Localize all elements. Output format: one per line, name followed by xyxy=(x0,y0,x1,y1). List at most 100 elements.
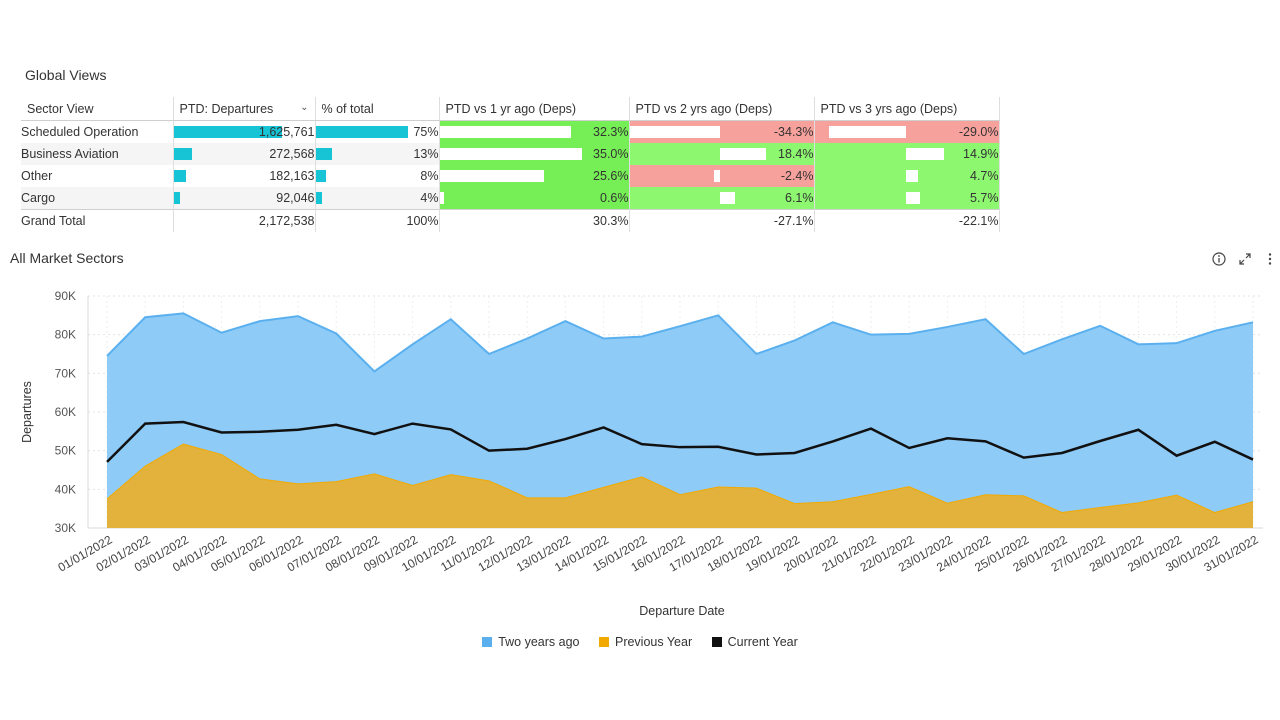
comparison-cell-vs2: 6.1% xyxy=(629,187,815,210)
comparison-value: 25.6% xyxy=(593,169,629,183)
pct-value: 75% xyxy=(413,125,439,139)
legend-item-two-years[interactable]: Two years ago xyxy=(482,635,580,649)
departures-value: 272,568 xyxy=(269,147,315,161)
y-tick-label: 70K xyxy=(55,366,76,380)
comparison-value: 5.7% xyxy=(970,191,999,205)
series-edge-two-years xyxy=(106,312,1254,373)
table-row[interactable]: Cargo 92,046 4% 0.6% 6.1% 5.7% xyxy=(21,187,1000,210)
total-departures: 2,172,538 xyxy=(173,209,316,232)
column-header-pct[interactable]: % of total xyxy=(315,97,440,121)
legend-item-current-year[interactable]: Current Year xyxy=(711,635,798,649)
comparison-bar xyxy=(713,170,720,182)
y-tick-label: 90K xyxy=(55,289,76,303)
pct-bar xyxy=(315,126,408,138)
comparison-cell-vs2: -34.3% xyxy=(629,120,815,143)
series-line-current-year xyxy=(106,420,1254,463)
global-views-table: Sector View PTD: Departures ⌄ % of total … xyxy=(21,97,1000,232)
area-chart: 30K40K50K60K70K80K90K01/01/202202/01/202… xyxy=(20,289,1263,618)
y-axis-label: Departures xyxy=(20,381,34,443)
departures-bar xyxy=(173,148,192,160)
x-axis-label: Departure Date xyxy=(639,604,725,618)
pct-bar xyxy=(315,170,326,182)
comparison-bar xyxy=(905,192,920,204)
series-area-two-years xyxy=(107,313,1253,528)
comparison-bar xyxy=(719,148,766,160)
legend-label: Two years ago xyxy=(498,635,580,649)
pct-cell: 13% xyxy=(315,143,440,165)
comparison-bar xyxy=(439,148,582,160)
total-sector: Grand Total xyxy=(21,209,174,232)
info-icon[interactable] xyxy=(1211,252,1227,268)
pct-bar xyxy=(315,148,332,160)
comparison-cell-vs1: 32.3% xyxy=(439,120,630,143)
table-row[interactable]: Business Aviation 272,568 13% 35.0% 18.4% 14.… xyxy=(21,143,1000,165)
comparison-bar xyxy=(905,170,918,182)
chevron-down-icon[interactable]: ⌄ xyxy=(300,101,309,113)
departures-bar xyxy=(173,126,282,138)
sector-name: Other xyxy=(21,165,174,187)
comparison-value: 32.3% xyxy=(593,125,629,139)
comparison-cell-vs1: 25.6% xyxy=(439,165,630,187)
departures-cell: 1,625,761 xyxy=(173,120,316,143)
chart-title: All Market Sectors xyxy=(10,250,124,266)
pct-bar xyxy=(315,192,322,204)
column-header-departures-label: PTD: Departures xyxy=(179,101,274,116)
departures-bar xyxy=(173,170,186,182)
comparison-bar xyxy=(828,126,906,138)
column-header-vs3[interactable]: PTD vs 3 yrs ago (Deps) xyxy=(814,97,1000,121)
departures-cell: 92,046 xyxy=(173,187,316,210)
comparison-value: 18.4% xyxy=(778,147,814,161)
sector-name: Scheduled Operation xyxy=(21,120,174,143)
pct-value: 4% xyxy=(420,191,439,205)
legend-label: Current Year xyxy=(727,635,798,649)
y-tick-label: 50K xyxy=(55,444,76,458)
comparison-cell-vs3: 4.7% xyxy=(814,165,1000,187)
pct-value: 8% xyxy=(420,169,439,183)
comparison-bar xyxy=(905,148,944,160)
table-row[interactable]: Scheduled Operation 1,625,761 75% 32.3% -34.… xyxy=(21,120,1000,143)
comparison-value: 35.0% xyxy=(593,147,629,161)
sector-name: Cargo xyxy=(21,187,174,210)
pct-value: 13% xyxy=(413,147,439,161)
comparison-bar xyxy=(629,126,720,138)
table-row[interactable]: Other 182,163 8% 25.6% -2.4% 4.7% xyxy=(21,165,1000,187)
comparison-bar xyxy=(439,170,544,182)
comparison-cell-vs3: 14.9% xyxy=(814,143,1000,165)
column-header-vs1[interactable]: PTD vs 1 yr ago (Deps) xyxy=(439,97,630,121)
series-area-previous-year xyxy=(107,444,1253,528)
departures-value: 182,163 xyxy=(269,169,315,183)
comparison-value: 0.6% xyxy=(600,191,629,205)
y-tick-label: 60K xyxy=(55,405,76,419)
column-header-departures[interactable]: PTD: Departures ⌄ xyxy=(173,97,316,121)
table-header-row: Sector View PTD: Departures ⌄ % of total … xyxy=(21,97,1000,121)
legend-item-previous-year[interactable]: Previous Year xyxy=(598,635,693,649)
series-edge-previous-year xyxy=(106,443,1254,514)
comparison-cell-vs2: 18.4% xyxy=(629,143,815,165)
comparison-cell-vs3: -29.0% xyxy=(814,120,1000,143)
grand-total-row: Grand Total 2,172,538 100% 30.3% -27.1% -22.1… xyxy=(21,209,1000,232)
total-vs1: 30.3% xyxy=(439,209,630,232)
comparison-cell-vs2: -2.4% xyxy=(629,165,815,187)
departures-value: 1,625,761 xyxy=(258,125,315,139)
more-vertical-icon[interactable] xyxy=(1262,252,1278,268)
column-header-sector[interactable]: Sector View xyxy=(21,97,174,121)
comparison-value: -29.0% xyxy=(958,125,999,139)
sector-name: Business Aviation xyxy=(21,143,174,165)
total-vs2: -27.1% xyxy=(629,209,815,232)
comparison-cell-vs1: 35.0% xyxy=(439,143,630,165)
global-views-title: Global Views xyxy=(25,67,107,83)
comparison-value: -2.4% xyxy=(780,169,814,183)
legend-swatch xyxy=(482,637,493,647)
y-tick-label: 40K xyxy=(55,482,76,496)
y-tick-label: 30K xyxy=(55,521,76,535)
expand-icon[interactable] xyxy=(1237,252,1253,268)
pct-cell: 75% xyxy=(315,120,440,143)
comparison-bar xyxy=(439,126,571,138)
chart-legend: Two years ago Previous Year Current Year xyxy=(0,635,1280,649)
departures-value: 92,046 xyxy=(276,191,315,205)
pct-cell: 8% xyxy=(315,165,440,187)
comparison-value: 4.7% xyxy=(970,169,999,183)
legend-swatch xyxy=(598,637,609,647)
column-header-vs2[interactable]: PTD vs 2 yrs ago (Deps) xyxy=(629,97,815,121)
legend-label: Previous Year xyxy=(614,635,693,649)
